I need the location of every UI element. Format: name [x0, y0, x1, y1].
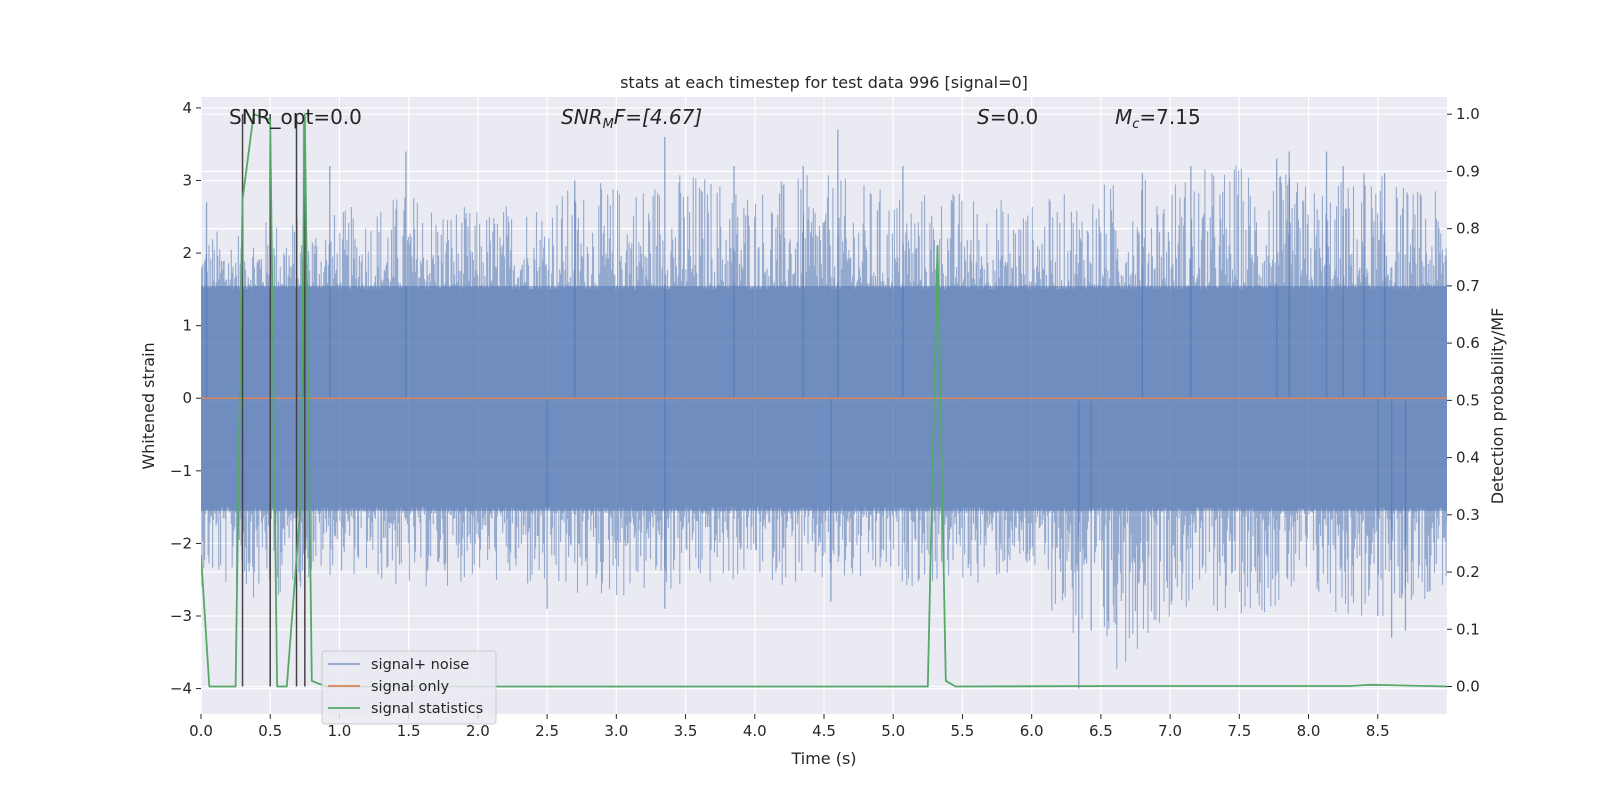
- x-tick-label: 4.5: [812, 722, 836, 740]
- y-left-axis-label: Whitened strain: [139, 342, 158, 469]
- y-left-tick-label: 2: [182, 244, 192, 262]
- y-left-tick-label: −2: [170, 534, 192, 552]
- annotation-s-value: =0.0: [990, 105, 1039, 129]
- y-right-tick-label: 0.3: [1456, 506, 1480, 524]
- x-tick-label: 8.0: [1297, 722, 1321, 740]
- y-right-tick-label: 1.0: [1456, 105, 1480, 123]
- x-tick-label: 5.5: [951, 722, 975, 740]
- x-axis-label: Time (s): [790, 749, 856, 768]
- y-right-tick-label: 0.5: [1456, 391, 1480, 409]
- x-tick-label: 2.5: [535, 722, 559, 740]
- annotation-s: S=0.0: [977, 105, 1038, 129]
- series-signal-statistics: [201, 113, 1447, 688]
- legend-box: [321, 650, 497, 725]
- x-axis-ticks: 0.0 0.5 1.0 1.5 2.0 2.5 3.0 3.5 4.0 4.5 5.0 5.5 6.0 6…: [189, 714, 1390, 740]
- annotation-mc-symbol: M: [1115, 105, 1132, 129]
- y-right-axis-ticks: 1.0 0.9 0.8 0.7 0.6 0.5 0.4 0.3 0.2 0.1 0.0: [1447, 105, 1480, 696]
- annotation-mc: Mc=7.15: [1115, 105, 1201, 132]
- y-right-tick-label: 0.6: [1456, 334, 1480, 352]
- y-left-axis-ticks: 4 3 2 1 0 −1 −2 −3 −4: [170, 99, 201, 698]
- y-right-tick-label: 0.1: [1456, 620, 1480, 638]
- y-right-tick-label: 0.0: [1456, 678, 1480, 696]
- y-right-tick-label: 0.8: [1456, 220, 1480, 238]
- annotation-snr-mf: SNRMF=[4.67]: [561, 105, 702, 132]
- x-tick-label: 3.0: [604, 722, 628, 740]
- y-left-tick-label: 4: [182, 99, 192, 117]
- y-right-tick-label: 0.4: [1456, 449, 1480, 467]
- y-left-tick-label: 1: [182, 317, 192, 335]
- x-tick-label: 1.0: [328, 722, 352, 740]
- x-tick-label: 8.5: [1366, 722, 1390, 740]
- x-tick-label: 4.0: [743, 722, 767, 740]
- y-right-tick-label: 0.2: [1456, 563, 1480, 581]
- annotation-mc-subscript: c: [1132, 117, 1139, 132]
- legend-label-signal-only: signal only: [371, 679, 450, 695]
- y-left-tick-label: 0: [182, 389, 192, 407]
- x-tick-label: 0.0: [189, 722, 213, 740]
- annotation-snr-mf-value: F=[4.67]: [614, 105, 702, 129]
- legend-label-signal-plus-noise: signal+ noise: [371, 657, 469, 673]
- x-tick-label: 7.0: [1158, 722, 1182, 740]
- annotation-snr-mf-subscript: M: [603, 117, 614, 132]
- annotation-mc-value: =7.15: [1139, 105, 1200, 129]
- y-left-tick-label: −1: [170, 462, 192, 480]
- annotation-s-symbol: S: [977, 105, 990, 129]
- x-tick-label: 5.0: [881, 722, 905, 740]
- x-tick-label: 2.0: [466, 722, 490, 740]
- y-left-tick-label: −4: [170, 680, 192, 698]
- chart-title: stats at each timestep for test data 996…: [620, 73, 1028, 92]
- legend: signal+ noise signal only signal statist…: [321, 650, 497, 725]
- annotation-snr-opt: SNR_opt=0.0: [229, 105, 362, 129]
- x-tick-label: 3.5: [674, 722, 698, 740]
- y-left-tick-label: −3: [170, 607, 192, 625]
- y-right-axis-label: Detection probability/MF: [1488, 308, 1507, 505]
- x-tick-label: 1.5: [397, 722, 421, 740]
- y-right-tick-label: 0.9: [1456, 162, 1480, 180]
- x-tick-label: 7.5: [1227, 722, 1251, 740]
- x-tick-label: 6.0: [1020, 722, 1044, 740]
- x-tick-label: 6.5: [1089, 722, 1113, 740]
- y-right-tick-label: 0.7: [1456, 277, 1480, 295]
- y-left-tick-label: 3: [182, 171, 192, 189]
- legend-label-signal-statistics: signal statistics: [371, 701, 483, 717]
- annotation-snr-mf-symbol: SNR: [561, 105, 603, 129]
- x-tick-label: 0.5: [258, 722, 282, 740]
